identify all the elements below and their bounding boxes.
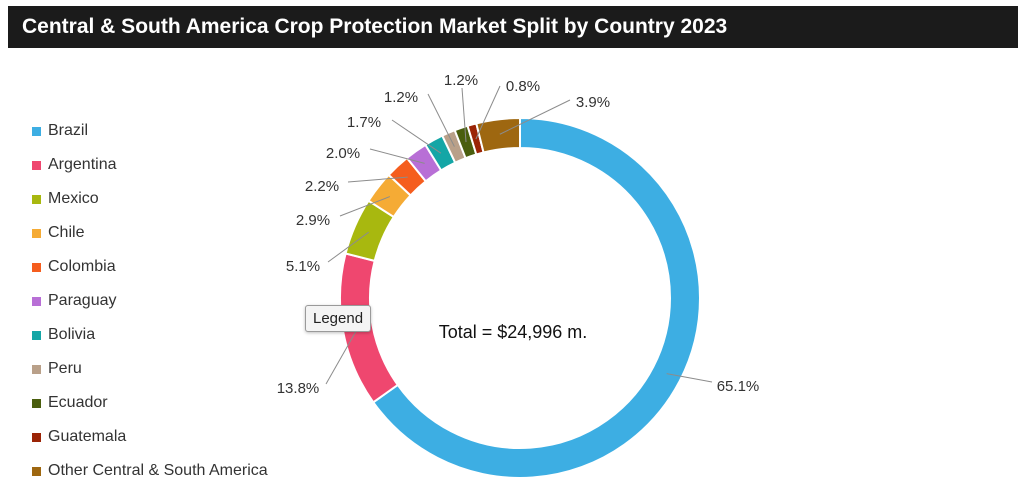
- data-labels: 65.1%13.8%5.1%2.9%2.2%2.0%1.7%1.2%1.2% 0.…: [277, 72, 760, 397]
- legend-label: Paraguay: [48, 292, 117, 309]
- leader-line: [347, 176, 408, 183]
- legend-label: Brazil: [48, 122, 89, 139]
- legend-item: Chile: [32, 216, 322, 250]
- leader-line: [666, 373, 713, 383]
- legend-label: Ecuador: [48, 394, 108, 411]
- data-label: 1.2%: [384, 89, 418, 106]
- leader-line: [391, 119, 442, 154]
- legend-item: Ecuador: [32, 386, 322, 420]
- legend-item: Bolivia: [32, 318, 322, 352]
- donut-slices: [339, 116, 701, 479]
- legend-swatch: [32, 194, 41, 204]
- chart-legend: Brazil Argentina Mexico Chile Colombia Paragu…: [32, 114, 322, 488]
- data-label: 3.9%: [576, 94, 610, 111]
- data-label: 2.9%: [296, 212, 330, 229]
- legend-swatch: [32, 398, 41, 408]
- legend-swatch: [32, 228, 41, 238]
- leader-line: [475, 85, 501, 140]
- data-label: 5.1%: [286, 258, 320, 275]
- legend-swatch: [32, 432, 41, 442]
- leader-line: [427, 93, 455, 147]
- legend-item: Guatemala: [32, 420, 322, 454]
- legend-swatch: [32, 262, 41, 272]
- legend-label: Peru: [48, 360, 82, 377]
- donut-slice-other-central-south-america: [475, 116, 521, 154]
- legend-swatch: [32, 466, 41, 476]
- legend-swatch: [32, 296, 41, 306]
- legend-item: Peru: [32, 352, 322, 386]
- donut-slice-brazil: [371, 116, 701, 479]
- data-label: 2.0%: [326, 145, 360, 162]
- leader-line: [369, 148, 425, 164]
- legend-swatch: [32, 364, 41, 374]
- leader-line: [499, 99, 571, 135]
- data-label: 13.8%: [277, 380, 320, 397]
- legend-item: Paraguay: [32, 284, 322, 318]
- data-label: 1.2%: [444, 72, 478, 89]
- legend-item: Colombia: [32, 250, 322, 284]
- legend-swatch: [32, 126, 41, 136]
- leader-line: [339, 196, 391, 217]
- legend-label: Mexico: [48, 190, 99, 207]
- legend-swatch: [32, 330, 41, 340]
- legend-label: Bolivia: [48, 326, 96, 343]
- legend-item: Other Central & South America: [32, 454, 322, 488]
- legend-label: Guatemala: [48, 428, 127, 445]
- legend-item: Brazil: [32, 114, 322, 148]
- center-total-label: Total = $24,996 m.: [439, 322, 588, 342]
- leader-line: [327, 231, 369, 263]
- legend-tooltip: Legend: [305, 305, 372, 332]
- leader-line: [461, 87, 467, 143]
- chart-title: Central & South America Crop Protection …: [22, 15, 728, 38]
- legend-label: Argentina: [48, 156, 117, 173]
- data-label: 1.7%: [347, 114, 381, 131]
- legend-swatch: [32, 160, 41, 170]
- data-label: 65.1%: [717, 378, 760, 395]
- leader-line: [325, 327, 359, 385]
- legend-label: Chile: [48, 224, 85, 241]
- legend-label: Colombia: [48, 258, 116, 275]
- data-label: 2.2%: [305, 178, 339, 195]
- chart-title-bar: Central & South America Crop Protection …: [8, 6, 1018, 48]
- data-label: 0.8%: [506, 78, 540, 95]
- legend-label: Other Central & South America: [48, 462, 268, 479]
- legend-item: Argentina: [32, 148, 322, 182]
- legend-item: Mexico: [32, 182, 322, 216]
